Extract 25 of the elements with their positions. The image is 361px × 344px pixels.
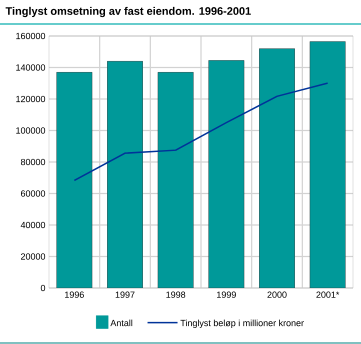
bar [158,72,194,288]
y-tick-label: 60000 [21,190,46,197]
y-tick-label: 40000 [20,222,46,228]
y-tick-label: 160000 [16,32,46,40]
x-tick-label: 1999 [217,292,236,298]
line-series [74,82,328,182]
x-tick-label: 2000 [267,292,287,298]
bar [208,60,244,288]
y-tick-label: 100000 [16,127,46,134]
bar [107,61,143,288]
y-tick-label: 80000 [20,158,46,166]
bar [310,41,346,288]
x-tick-label: 1998 [166,292,186,298]
y-tick-label: 20000 [21,253,46,260]
y-tick-label: 0 [40,284,46,292]
x-tick-label: 2001* [316,292,340,298]
bar [259,48,295,288]
legend-label: Tinglyst beløp i millioner kroner [180,320,304,328]
y-tick-label: 140000 [16,64,46,71]
x-tick-label: 1996 [65,292,84,298]
legend-label: Antall [110,320,132,326]
chart-title: Tinglyst omsetning av fast eiendom. 1996-2001 [6,6,251,18]
x-tick-label: 1997 [116,292,135,298]
y-tick-label: 120000 [16,96,46,102]
bar [56,72,92,288]
